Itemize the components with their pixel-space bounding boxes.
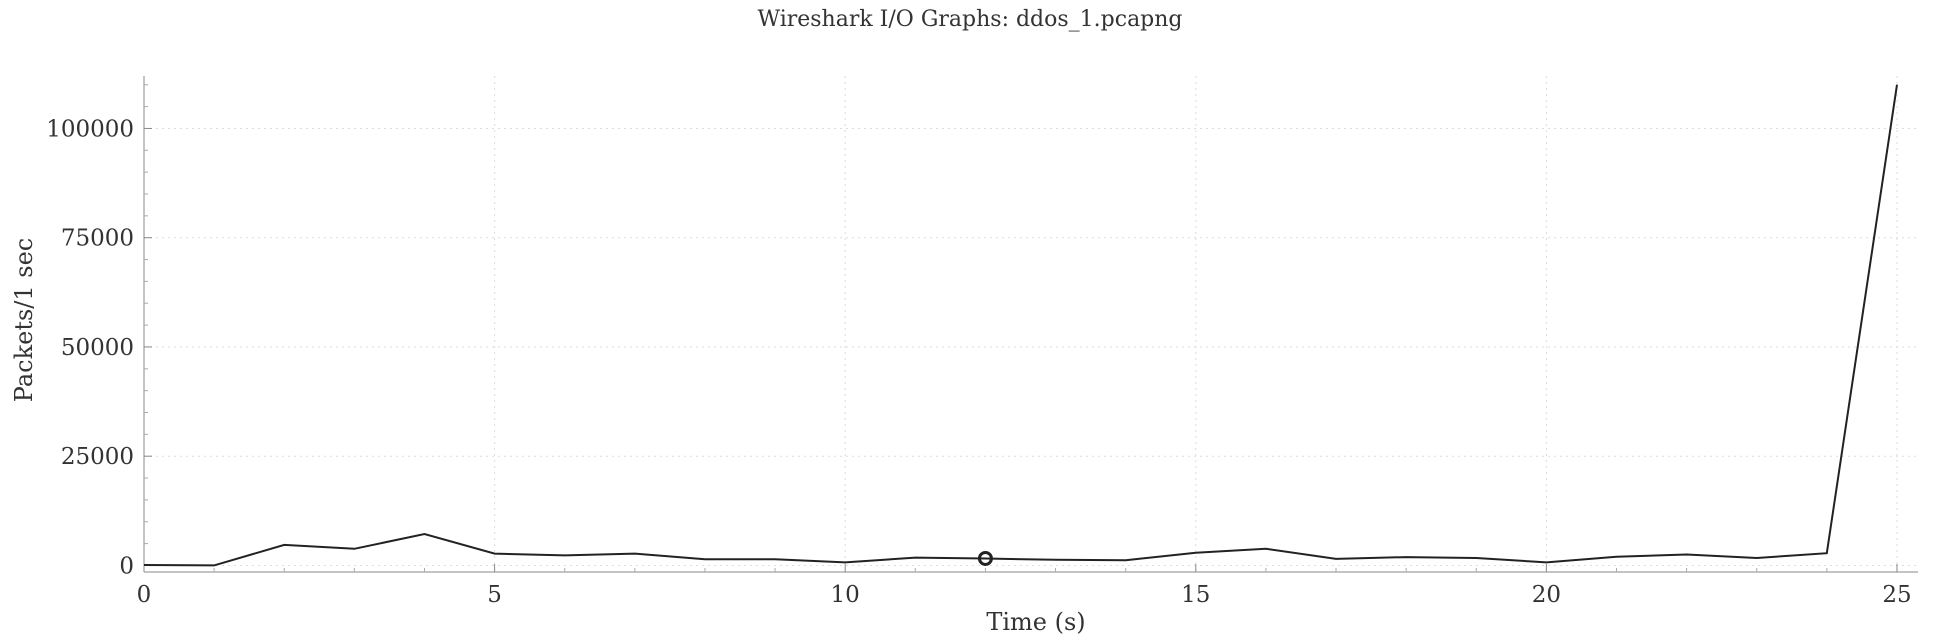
series: [143, 84, 1898, 567]
grid: [143, 76, 1918, 572]
y-tick-label: 25000: [61, 444, 134, 470]
tick-labels: 0 5 10 15 20 25 0 25000 50000 75000 100000: [46, 116, 1911, 608]
series-line: [143, 84, 1898, 567]
x-tick-label: 0: [137, 582, 152, 608]
y-tick-label: 75000: [61, 226, 134, 252]
chart-title: Wireshark I/O Graphs: ddos_1.pcapng: [757, 7, 1182, 32]
y-axis-label: Packets/1 sec: [10, 238, 38, 402]
x-tick-label: 15: [1181, 582, 1210, 608]
axes: [143, 76, 1918, 573]
data-point-marker: [977, 550, 993, 566]
x-tick-label: 10: [831, 582, 860, 608]
x-axis-label: Time (s): [986, 608, 1085, 636]
x-tick-label: 25: [1882, 582, 1911, 608]
y-tick-label: 0: [119, 553, 134, 579]
y-tick-label: 100000: [46, 116, 134, 142]
x-tick-label: 20: [1532, 582, 1561, 608]
y-tick-label: 50000: [61, 335, 134, 361]
x-tick-label: 5: [487, 582, 502, 608]
